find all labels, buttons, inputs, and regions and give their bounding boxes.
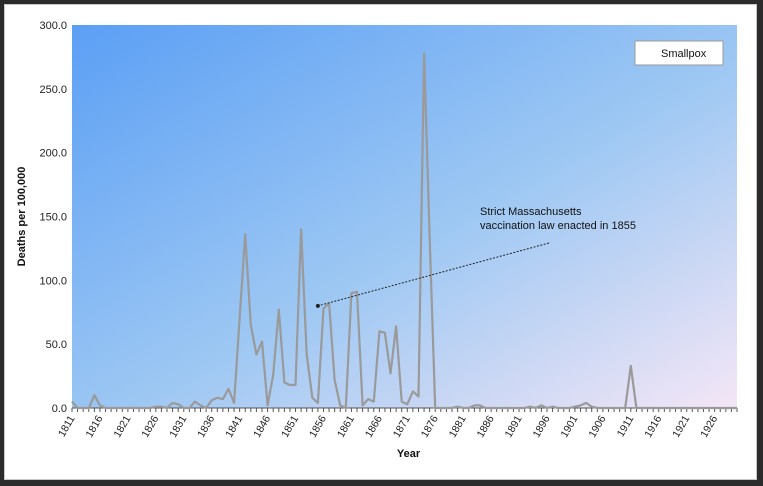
x-tick-label: 1871: [391, 413, 413, 439]
x-tick-label: 1881: [447, 413, 469, 439]
annotation-line-1: Strict Massachusetts: [480, 206, 582, 218]
x-tick-label: 1831: [167, 413, 189, 439]
x-tick-label: 1841: [223, 413, 245, 439]
y-tick-label: 250.0: [39, 84, 67, 96]
legend: [634, 40, 724, 66]
y-axis-title: Deaths per 100,000: [16, 167, 28, 267]
annotation-line-2: vaccination law enacted in 1855: [480, 220, 636, 232]
x-tick-label: 1916: [642, 413, 664, 439]
x-tick-label: 1906: [586, 413, 608, 439]
x-tick-label: 1846: [251, 413, 273, 439]
x-tick-label: 1901: [558, 413, 580, 439]
x-axis-title: Year: [397, 448, 421, 460]
x-tick-label: 1861: [335, 413, 357, 439]
chart-svg: 0.0 50.0 100.0 150.0 200.0 250.0 300.0 1811 181…: [16, 20, 738, 460]
plot-area: [72, 25, 737, 408]
y-axis-ticks: 0.0 50.0 100.0 150.0 200.0 250.0 300.0: [39, 20, 67, 415]
y-tick-label: 200.0: [39, 148, 67, 160]
series-line-smallpox: [71, 51, 737, 410]
x-tick-label: 1886: [475, 413, 497, 439]
x-tick-label: 1896: [531, 413, 553, 439]
x-axis-ticks: 1811 1816 1821 1826 1831 1836 1841 1846 1851 1856…: [56, 408, 738, 440]
x-tick-label: 1911: [615, 413, 637, 439]
x-tick-label: 1891: [503, 413, 525, 439]
x-tick-label: 1826: [139, 413, 161, 439]
x-tick-label: 1836: [195, 413, 217, 439]
x-tick-label: 1816: [83, 413, 105, 439]
y-tick-label: 50.0: [46, 339, 67, 351]
x-tick-label: 1811: [56, 413, 78, 439]
chart-frame: 0.0 50.0 100.0 150.0 200.0 250.0 300.0 1811 181…: [4, 4, 757, 480]
x-tick-label: 1926: [698, 413, 720, 439]
x-tick-label: 1856: [307, 413, 329, 439]
annotation-arrow-head: [315, 303, 320, 308]
y-tick-label: 150.0: [39, 212, 67, 224]
y-tick-label: 100.0: [39, 275, 67, 287]
legend-label-smallpox: Smallpox: [661, 48, 707, 60]
x-tick-label: 1866: [363, 413, 385, 439]
y-tick-label: 0.0: [52, 403, 67, 415]
x-tick-label: 1921: [670, 413, 692, 439]
annotation-arrow: [317, 242, 550, 307]
x-tick-label: 1851: [279, 413, 301, 439]
x-tick-label: 1821: [111, 413, 133, 439]
y-tick-label: 300.0: [39, 20, 67, 32]
x-tick-label: 1876: [419, 413, 441, 439]
